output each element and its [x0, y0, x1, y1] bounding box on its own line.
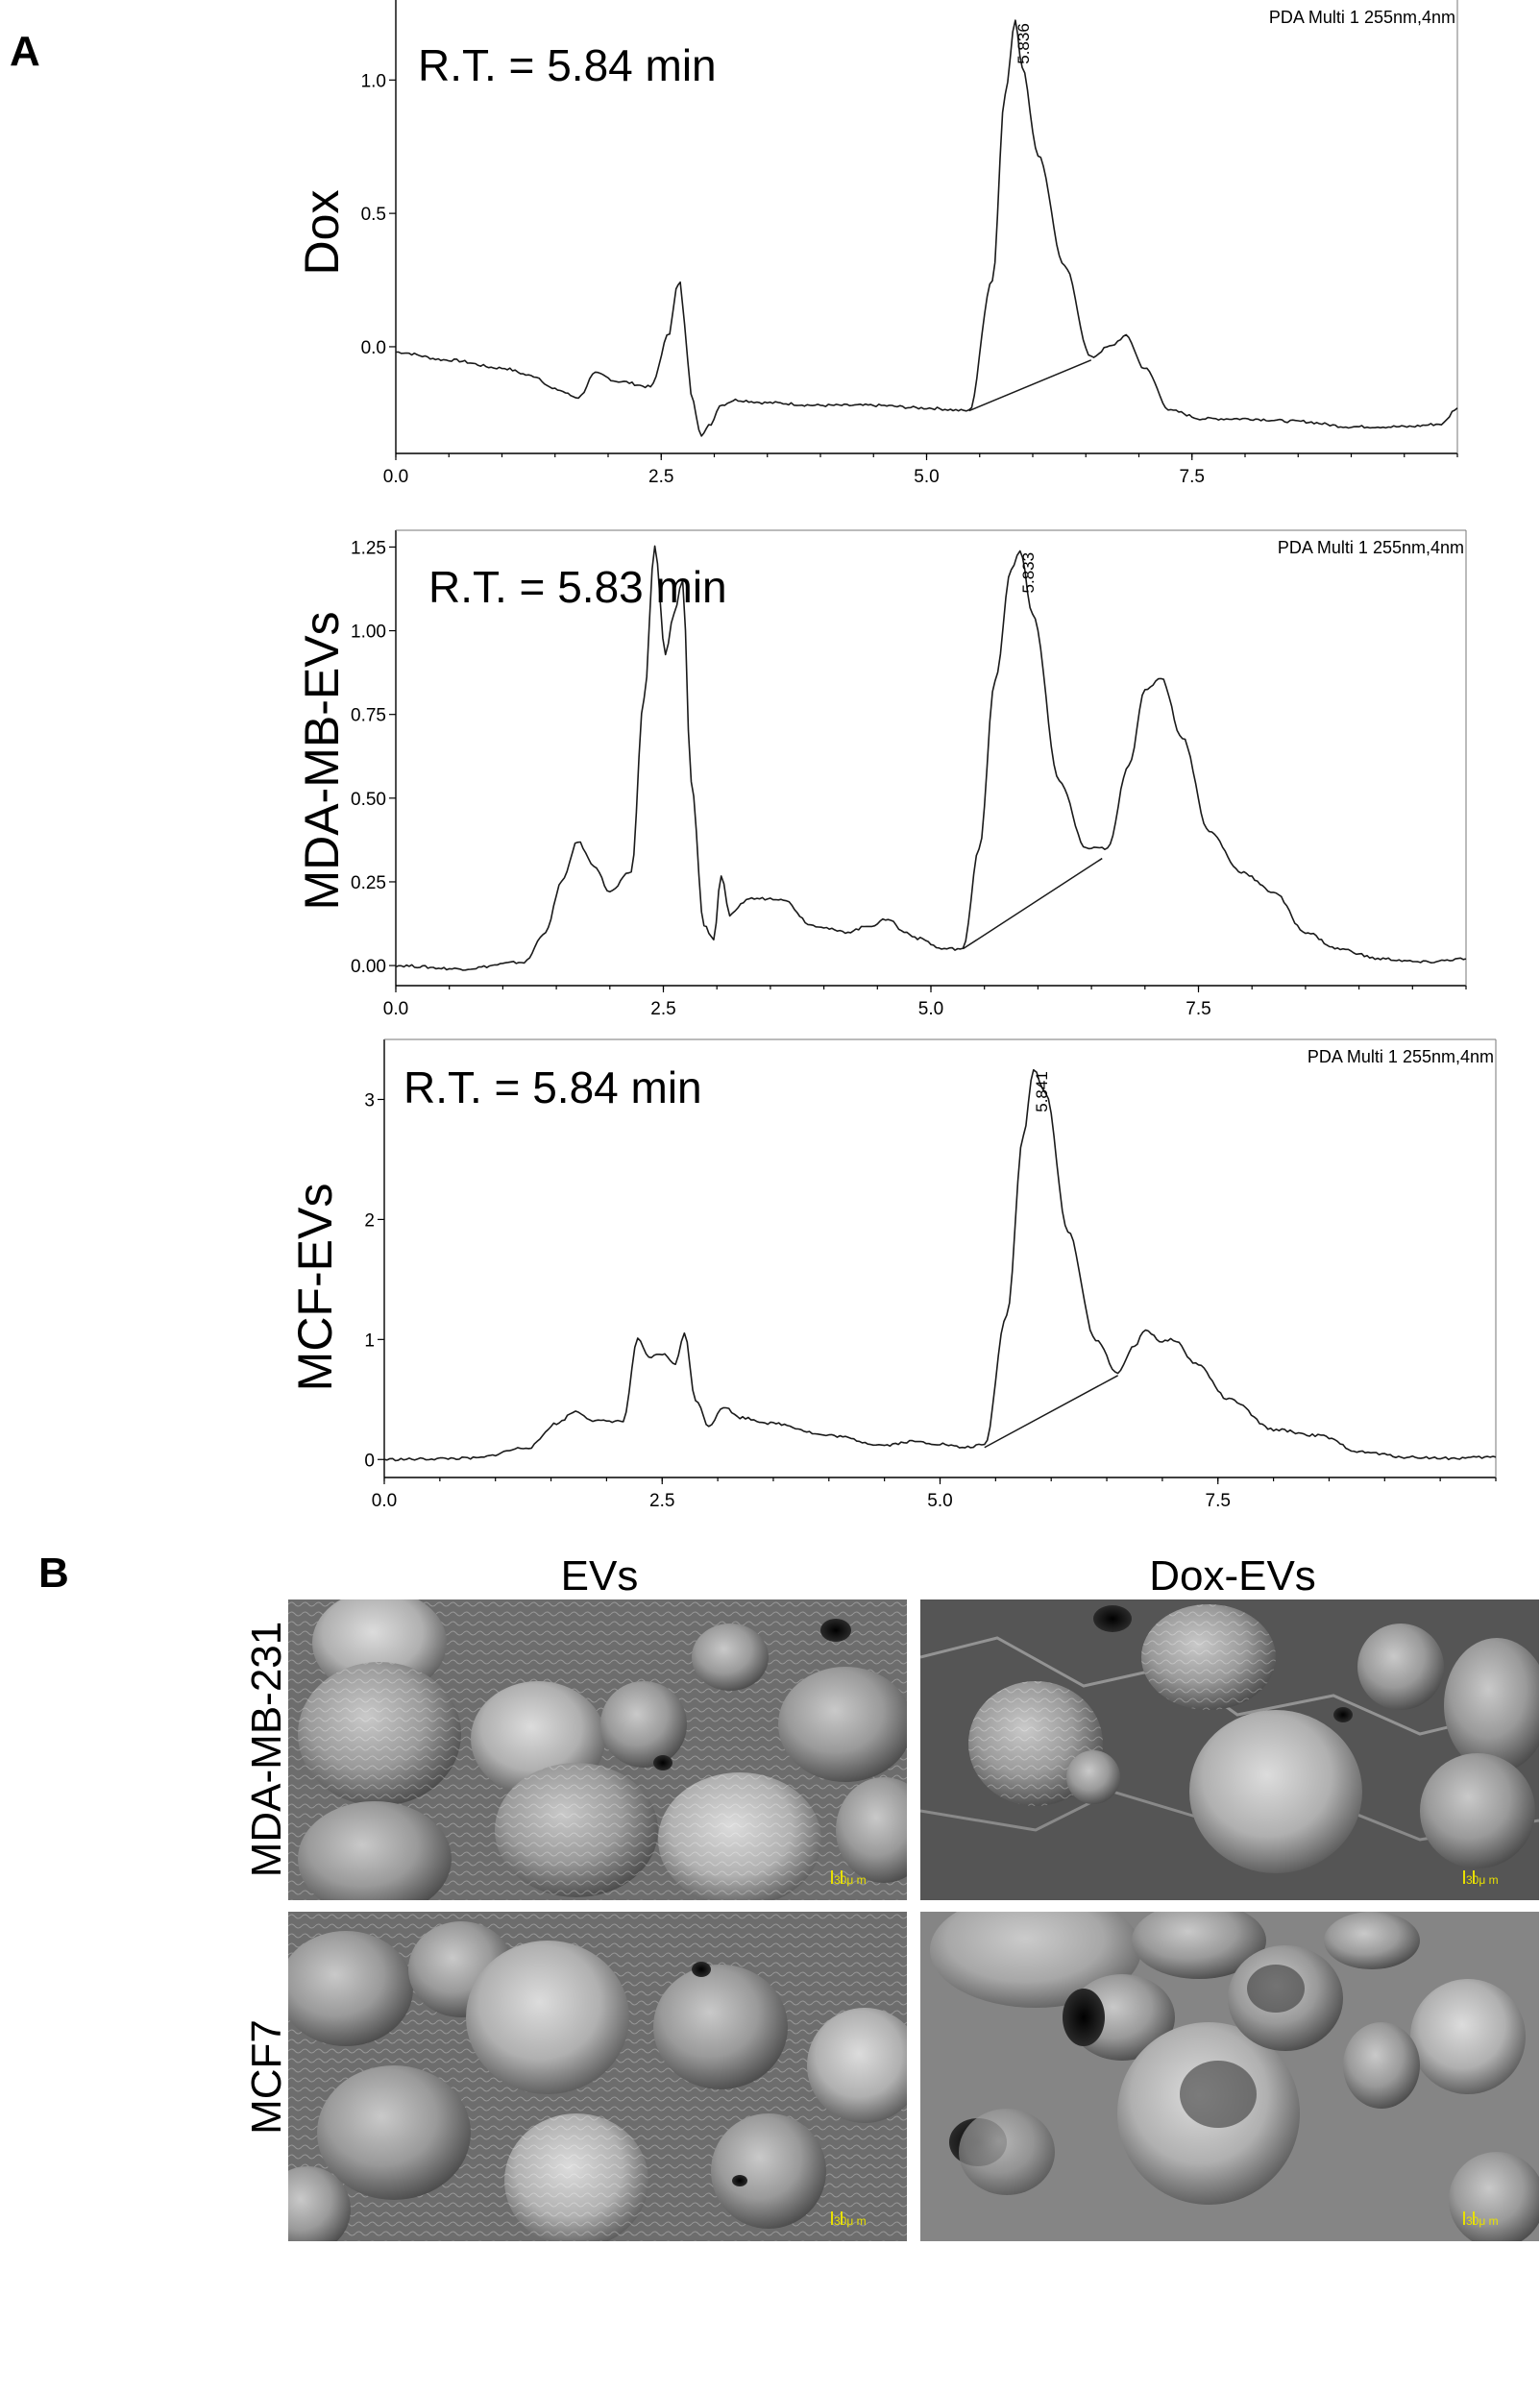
x-tick-label: 5.0 — [918, 999, 943, 1019]
plot-area: 5.833 — [395, 545, 1467, 971]
panel-b-letter: B — [38, 1550, 69, 1597]
column-title-evs: EVs — [561, 1552, 639, 1599]
retention-time-annotation: R.T. = 5.84 min — [418, 40, 717, 90]
x-tick-label: 2.5 — [649, 1491, 674, 1511]
ticks: 0.0 2.5 5.0 7.5 0 1 2 3 — [364, 1090, 1497, 1511]
detector-label: PDA Multi 1 255nm,4nm — [1278, 538, 1464, 557]
sem-image-mcf7-dox-evs: 30μ m — [920, 1912, 1539, 2241]
peak-label: 5.841 — [1033, 1071, 1051, 1112]
y-tick-label: 3 — [364, 1090, 375, 1111]
chromatogram-mcf-evs: 0.0 2.5 5.0 7.5 0 1 2 3 5.841 PDA Multi 1 255nm… — [288, 1038, 1497, 1511]
scale-bar-label: 30μ m — [834, 2214, 867, 2228]
x-tick-label: 7.5 — [1180, 467, 1205, 487]
row-title-mda-mb-231: MDA-MB-231 — [243, 1622, 290, 1878]
x-tick-label: 7.5 — [1186, 999, 1210, 1019]
y-tick-label: 1.0 — [361, 71, 386, 91]
plot-area: 5.836 — [395, 19, 1458, 437]
chromatogram-mda-mb-evs: 0.0 2.5 5.0 7.5 0.00 0.25 0.50 0.75 1.00 1.25 5.8… — [295, 529, 1467, 1019]
sem-panel: EVs Dox-EVs MDA-MB-231 MCF7 — [243, 1552, 1539, 2241]
sem-image-mda-dox-evs: 30μ m — [920, 1599, 1539, 1900]
integration-baseline — [984, 1375, 1118, 1449]
y-tick-label: 0.5 — [361, 205, 386, 225]
panel-a-letter: A — [10, 28, 40, 75]
scale-bar-label: 30μ m — [834, 1873, 867, 1887]
chromatogram-dox: 0.0 2.5 5.0 7.5 0.0 0.5 1.0 5.836 PDA Multi 1 … — [295, 0, 1458, 487]
y-tick-label: 1 — [364, 1331, 375, 1351]
chromatogram-trace — [383, 1068, 1497, 1462]
chromatogram-trace — [395, 545, 1467, 971]
y-tick-label: 0.75 — [351, 706, 386, 726]
y-tick-label: 1.25 — [351, 538, 386, 558]
y-tick-label: 0.00 — [351, 957, 386, 977]
integration-baseline — [963, 857, 1103, 950]
peak-label: 5.836 — [1014, 23, 1033, 64]
y-axis-label: MDA-MB-EVs — [295, 611, 349, 910]
chromatogram-trace — [395, 19, 1458, 437]
ticks: 0.0 2.5 5.0 7.5 0.00 0.25 0.50 0.75 1.00 1.25 — [351, 538, 1467, 1019]
y-tick-label: 0.0 — [361, 338, 386, 358]
x-tick-label: 2.5 — [650, 999, 675, 1019]
plot-area: 5.841 — [383, 1068, 1497, 1462]
y-tick-label: 0.25 — [351, 873, 386, 893]
integration-baseline — [968, 359, 1092, 412]
x-tick-label: 0.0 — [383, 467, 408, 487]
retention-time-annotation: R.T. = 5.83 min — [428, 562, 727, 612]
y-axis-label: Dox — [295, 190, 349, 276]
x-tick-label: 2.5 — [648, 467, 673, 487]
x-tick-label: 7.5 — [1206, 1491, 1231, 1511]
x-tick-label: 5.0 — [914, 467, 939, 487]
scale-bar-label: 30μ m — [1466, 2214, 1499, 2228]
x-tick-label: 0.0 — [372, 1491, 397, 1511]
y-tick-label: 0 — [364, 1451, 375, 1471]
y-tick-label: 1.00 — [351, 623, 386, 643]
ticks: 0.0 2.5 5.0 7.5 0.0 0.5 1.0 — [361, 71, 1458, 487]
detector-label: PDA Multi 1 255nm,4nm — [1269, 8, 1455, 27]
x-tick-label: 0.0 — [383, 999, 408, 1019]
y-axis-label: MCF-EVs — [288, 1184, 342, 1392]
sem-image-mda-evs: 30μ m — [288, 1599, 907, 1900]
y-tick-label: 0.50 — [351, 790, 386, 810]
column-title-dox-evs: Dox-EVs — [1149, 1552, 1316, 1599]
x-tick-label: 5.0 — [927, 1491, 952, 1511]
peak-label: 5.833 — [1019, 552, 1038, 594]
row-title-mcf7: MCF7 — [243, 2019, 290, 2135]
detector-label: PDA Multi 1 255nm,4nm — [1308, 1047, 1494, 1066]
scale-bar-label: 30μ m — [1466, 1873, 1499, 1887]
retention-time-annotation: R.T. = 5.84 min — [403, 1062, 702, 1112]
y-tick-label: 2 — [364, 1210, 375, 1231]
sem-image-mcf7-evs: 30μ m — [288, 1912, 907, 2241]
